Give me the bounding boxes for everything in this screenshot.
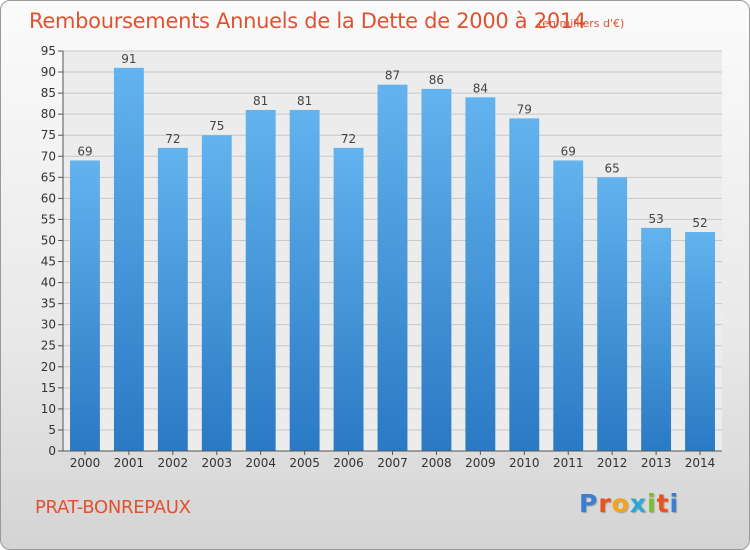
bar-value-label: 91 xyxy=(121,52,136,66)
bar-value-label: 81 xyxy=(297,94,312,108)
x-tick-label: 2002 xyxy=(158,456,189,470)
logo-letter: i xyxy=(647,489,657,518)
y-tick-label: 95 xyxy=(41,44,56,58)
bar-value-label: 79 xyxy=(517,102,532,116)
bar-2000 xyxy=(70,160,100,451)
bar-2014 xyxy=(685,232,715,451)
logo-letter: r xyxy=(598,489,612,518)
bar-value-label: 81 xyxy=(253,94,268,108)
bar-2006 xyxy=(333,147,364,451)
bar-2002 xyxy=(157,147,188,451)
bar-value-label: 72 xyxy=(341,132,356,146)
y-tick-label: 45 xyxy=(41,255,56,269)
x-tick-label: 2009 xyxy=(465,456,496,470)
x-tick-label: 2006 xyxy=(333,456,364,470)
y-tick-label: 30 xyxy=(41,318,56,332)
x-tick-label: 2001 xyxy=(114,456,145,470)
x-tick-label: 2008 xyxy=(421,456,452,470)
y-tick-label: 35 xyxy=(41,297,56,311)
y-tick-label: 55 xyxy=(41,212,56,226)
x-tick-label: 2013 xyxy=(641,456,672,470)
bar-value-label: 75 xyxy=(209,119,224,133)
chart-subtitle: (en milliers d'€) xyxy=(538,17,625,30)
y-tick-label: 90 xyxy=(41,65,56,79)
logo-letter: x xyxy=(629,489,647,518)
bar-value-label: 69 xyxy=(77,144,92,158)
x-tick-label: 2004 xyxy=(245,456,276,470)
y-tick-label: 50 xyxy=(41,233,56,247)
bar-2004 xyxy=(245,109,276,452)
bar-value-label: 86 xyxy=(429,73,444,87)
y-tick-label: 25 xyxy=(41,339,56,353)
bar-value-label: 72 xyxy=(165,132,180,146)
y-tick-label: 80 xyxy=(41,107,56,121)
x-tick-label: 2000 xyxy=(70,456,101,470)
x-tick-label: 2014 xyxy=(685,456,716,470)
x-tick-label: 2007 xyxy=(377,456,408,470)
bar-value-label: 65 xyxy=(605,161,620,175)
bar-value-label: 53 xyxy=(648,212,663,226)
x-tick-label: 2012 xyxy=(597,456,628,470)
bar-2005 xyxy=(289,109,320,452)
logo-letter: o xyxy=(611,489,630,518)
town-name: PRAT-BONREPAUX xyxy=(35,497,191,518)
bar-2010 xyxy=(509,118,540,452)
x-tick-label: 2003 xyxy=(201,456,232,470)
bar-value-label: 84 xyxy=(473,81,488,95)
y-tick-label: 0 xyxy=(48,444,56,458)
logo-letter: P xyxy=(579,489,599,518)
y-tick-label: 75 xyxy=(41,128,56,142)
bar-2003 xyxy=(201,135,232,452)
bar-value-label: 69 xyxy=(561,144,576,158)
bar-2009 xyxy=(465,97,496,451)
proxiti-logo: Proxiti xyxy=(579,489,679,518)
y-tick-label: 65 xyxy=(41,170,56,184)
y-tick-label: 20 xyxy=(41,360,56,374)
bar-value-label: 52 xyxy=(692,216,707,230)
logo-letter: t xyxy=(656,489,670,518)
chart-title: Remboursements Annuels de la Dette de 20… xyxy=(29,9,586,33)
logo-letter: i xyxy=(669,489,680,518)
y-tick-label: 5 xyxy=(48,423,56,437)
y-tick-label: 60 xyxy=(41,191,56,205)
bar-2011 xyxy=(553,160,584,451)
x-tick-label: 2011 xyxy=(553,456,584,470)
y-tick-label: 70 xyxy=(41,149,56,163)
bar-2008 xyxy=(421,88,452,451)
bar-value-label: 87 xyxy=(385,69,400,83)
bar-2012 xyxy=(597,177,628,451)
y-tick-label: 15 xyxy=(41,381,56,395)
x-tick-label: 2005 xyxy=(289,456,320,470)
y-tick-label: 40 xyxy=(41,276,56,290)
y-tick-label: 10 xyxy=(41,402,56,416)
bar-2001 xyxy=(113,67,144,451)
x-tick-label: 2010 xyxy=(509,456,540,470)
bar-2013 xyxy=(641,227,672,451)
y-tick-label: 85 xyxy=(41,86,56,100)
bar-2007 xyxy=(377,84,408,452)
